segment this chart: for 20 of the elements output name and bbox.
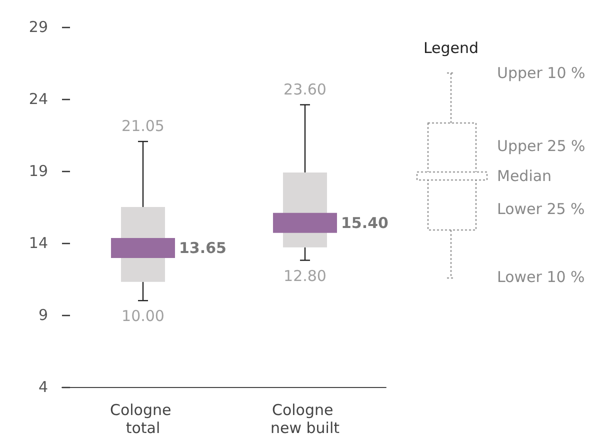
text: Upper 25 % <box>497 137 586 155</box>
annotation: 23.60 <box>284 80 326 98</box>
x-tick-label: Cologne total <box>110 401 176 437</box>
y-tick-label: 19 <box>28 162 48 180</box>
text: Lower 10 % <box>497 268 585 286</box>
text: Lower 25 % <box>497 200 585 218</box>
annotation: 10.00 <box>122 307 164 326</box>
y-tick-label: 14 <box>28 234 48 252</box>
y-tick-label: 29 <box>28 18 48 36</box>
x-tick-label: Cologne new built <box>270 401 340 437</box>
y-tick-label: 9 <box>38 306 48 324</box>
text: Upper 10 % <box>497 64 586 82</box>
y-tick-label: 4 <box>38 378 48 396</box>
text: Legend <box>423 39 479 57</box>
y-tick-label: 24 <box>28 90 48 108</box>
annotation: 21.05 <box>122 116 164 135</box>
annotation: 13.65 <box>179 239 226 258</box>
annotation: 15.40 <box>341 214 388 232</box>
text: Median <box>497 167 552 185</box>
annotation: 12.80 <box>284 266 326 285</box>
